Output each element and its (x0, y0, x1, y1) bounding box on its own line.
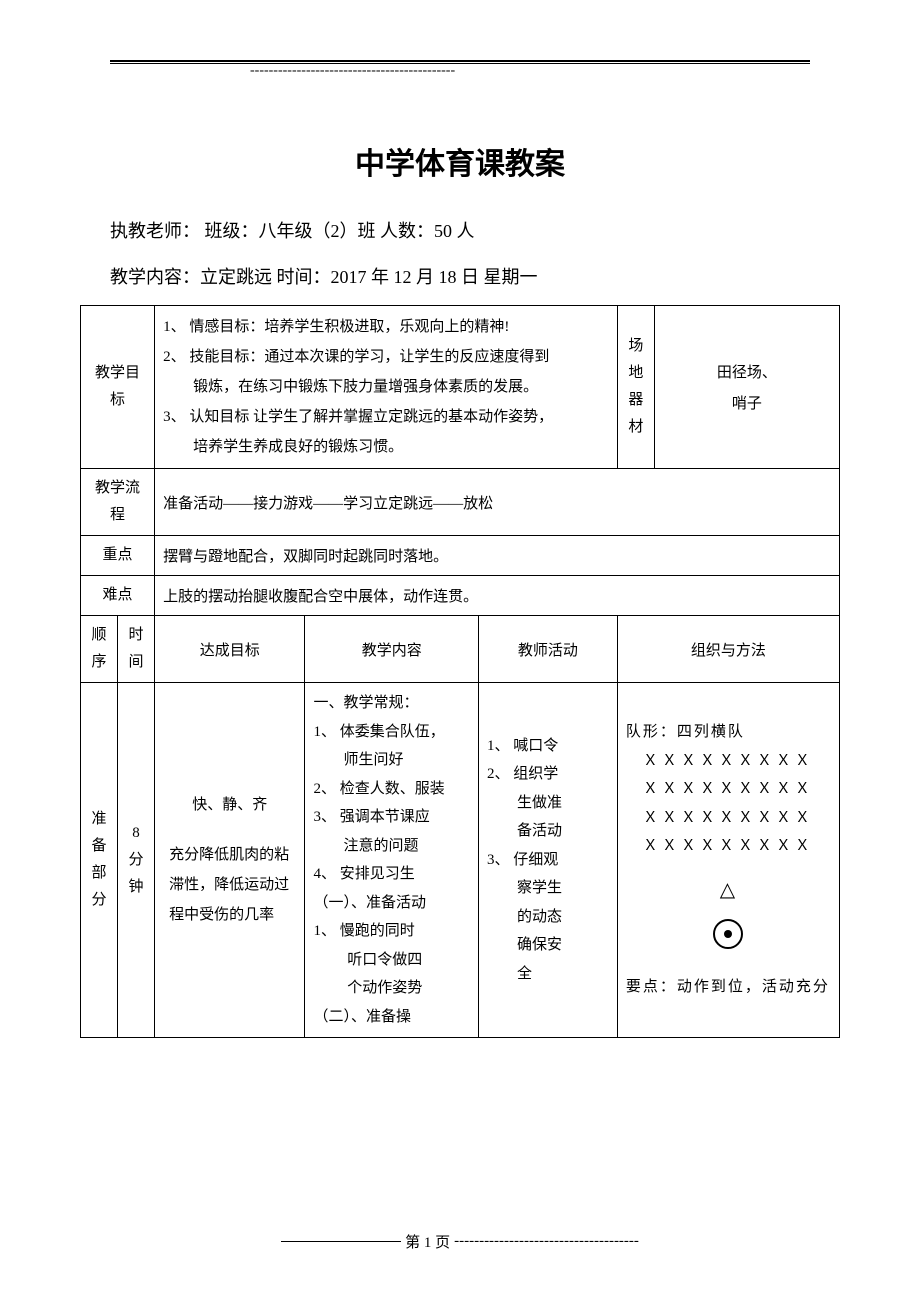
teacher-t3: 3、 仔细观 (487, 846, 609, 875)
label-venue-text: 场地器材 (628, 338, 643, 435)
content-s1b: 听口令做四 (313, 946, 470, 975)
label-keypoint: 重点 (81, 536, 155, 576)
content-s1a: 1、 慢跑的同时 (313, 917, 470, 946)
hdr-goal: 达成目标 (155, 616, 305, 683)
hdr-seq: 顺序 (81, 616, 118, 683)
top-rule: ----------------------------------------… (110, 60, 810, 79)
content-s1: （一）、准备活动 (313, 889, 470, 918)
goal-1: 1、 情感目标：培养学生积极进取，乐观向上的精神! (163, 312, 609, 342)
formation-row-2: ＸＸＸＸＸＸＸＸＸ (626, 775, 831, 804)
formation-note: 要点：动作到位，活动充分 (626, 973, 831, 1002)
teacher-t2: 2、 组织学 (487, 760, 609, 789)
label-goal-text: 教学目标 (95, 365, 140, 408)
content-c4: 4、 安排见习生 (313, 860, 470, 889)
footer-dashes: ------------------------------------- (454, 1233, 639, 1250)
teacher-t3c: 的动态 (487, 903, 609, 932)
content-c3: 3、 强调本节课应 (313, 803, 470, 832)
content-c1b: 师生问好 (313, 746, 470, 775)
flow-cell: 准备活动——接力游戏——学习立定跳远——放松 (155, 469, 840, 536)
venue-1: 田径场、 (663, 361, 831, 382)
label-goal: 教学目标 (81, 306, 155, 469)
goals-row: 教学目标 1、 情感目标：培养学生积极进取，乐观向上的精神! 2、 技能目标：通… (81, 306, 840, 469)
goal-2a: 2、 技能目标：通过本次课的学习，让学生的反应速度得到 (163, 342, 609, 372)
content-c1: 1、 体委集合队伍， (313, 718, 470, 747)
hdr-teacher: 教师活动 (478, 616, 617, 683)
teacher-t2b: 生做准 (487, 789, 609, 818)
document-title: 中学体育课教案 (80, 139, 840, 183)
goal-3a: 3、 认知目标 让学生了解并掌握立定跳远的基本动作姿势， (163, 402, 609, 432)
prep-teacher-cell: 1、 喊口令 2、 组织学 生做准 备活动 3、 仔细观 察学生 的动态 确保安… (478, 683, 617, 1038)
content-h1: 一、教学常规： (313, 689, 470, 718)
hdr-time: 时间 (118, 616, 155, 683)
content-s2: （二）、准备操 (313, 1003, 470, 1032)
prep-label: 准备部分 (81, 683, 118, 1038)
difficulty-row: 难点 上肢的摆动抬腿收腹配合空中展体，动作连贯。 (81, 576, 840, 616)
formation-row-4: ＸＸＸＸＸＸＸＸＸ (626, 832, 831, 861)
page-number: 第 1 页 (405, 1231, 450, 1252)
teacher-t1: 1、 喊口令 (487, 732, 609, 761)
difficulty-cell: 上肢的摆动抬腿收腹配合空中展体，动作连贯。 (155, 576, 840, 616)
prep-row: 准备部分 8分钟 快、静、齐 充分降低肌肉的粘滞性，降低运动过程中受伤的几率 一… (81, 683, 840, 1038)
label-flow: 教学流程 (81, 469, 155, 536)
goals-cell: 1、 情感目标：培养学生积极进取，乐观向上的精神! 2、 技能目标：通过本次课的… (155, 306, 618, 469)
prep-time: 8分钟 (118, 683, 155, 1038)
goal-3b: 培养学生养成良好的锻炼习惯。 (163, 432, 609, 462)
lesson-table: 教学目标 1、 情感目标：培养学生积极进取，乐观向上的精神! 2、 技能目标：通… (80, 305, 840, 1038)
goal-2b: 锻炼，在练习中锻炼下肢力量增强身体素质的发展。 (163, 372, 609, 402)
hdr-content: 教学内容 (305, 616, 479, 683)
label-venue: 场地器材 (617, 306, 654, 469)
page: ----------------------------------------… (0, 0, 920, 1302)
flow-row: 教学流程 准备活动——接力游戏——学习立定跳远——放松 (81, 469, 840, 536)
keypoint-cell: 摆臂与蹬地配合，双脚同时起跳同时落地。 (155, 536, 840, 576)
prep-goal-2: 充分降低肌肉的粘滞性，降低运动过程中受伤的几率 (163, 840, 296, 930)
triangle-icon: △ (626, 871, 831, 909)
label-difficulty: 难点 (81, 576, 155, 616)
formation-row-1: ＸＸＸＸＸＸＸＸＸ (626, 747, 831, 776)
footer-underline (281, 1241, 401, 1242)
teacher-t3e: 全 (487, 960, 609, 989)
top-dashes: ----------------------------------------… (110, 63, 810, 79)
teacher-t2c: 备活动 (487, 817, 609, 846)
prep-goal-cell: 快、静、齐 充分降低肌肉的粘滞性，降低运动过程中受伤的几率 (155, 683, 305, 1038)
prep-content-cell: 一、教学常规： 1、 体委集合队伍， 师生问好 2、 检查人数、服装 3、 强调… (305, 683, 479, 1038)
teacher-t3d: 确保安 (487, 931, 609, 960)
prep-goal-1: 快、静、齐 (163, 790, 296, 820)
content-c3b: 注意的问题 (313, 832, 470, 861)
hdr-method: 组织与方法 (617, 616, 839, 683)
content-c2: 2、 检查人数、服装 (313, 775, 470, 804)
venue-cell: 田径场、 哨子 (654, 306, 839, 469)
circle-dot-icon (626, 919, 831, 960)
meta-line-1: 执教老师： 班级：八年级（2）班 人数：50 人 (110, 213, 810, 249)
keypoint-row: 重点 摆臂与蹬地配合，双脚同时起跳同时落地。 (81, 536, 840, 576)
formation-header: 队形：四列横队 (626, 718, 831, 747)
footer: 第 1 页 ----------------------------------… (80, 1231, 840, 1252)
section-header-row: 顺序 时间 达成目标 教学内容 教师活动 组织与方法 (81, 616, 840, 683)
prep-method-cell: 队形：四列横队 ＸＸＸＸＸＸＸＸＸ ＸＸＸＸＸＸＸＸＸ ＸＸＸＸＸＸＸＸＸ ＸＸ… (617, 683, 839, 1038)
venue-2: 哨子 (663, 392, 831, 413)
content-s1c: 个动作姿势 (313, 974, 470, 1003)
formation-row-3: ＸＸＸＸＸＸＸＸＸ (626, 804, 831, 833)
teacher-t3b: 察学生 (487, 874, 609, 903)
meta-line-2: 教学内容：立定跳远 时间：2017 年 12 月 18 日 星期一 (110, 259, 810, 295)
